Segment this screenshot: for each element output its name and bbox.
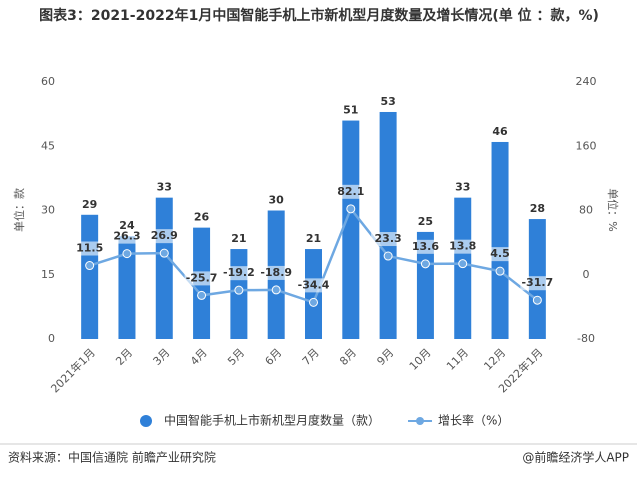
x-tick-label: 11月 xyxy=(444,346,471,373)
line-value-label: 23.3 xyxy=(375,232,402,245)
bar xyxy=(305,249,322,339)
label-bg xyxy=(483,247,518,262)
bar xyxy=(454,197,472,339)
line-point xyxy=(159,248,169,258)
label-bg xyxy=(72,241,107,256)
legend-marker xyxy=(416,417,425,425)
x-tick-label: 5月 xyxy=(225,346,247,368)
bar-value-label: 30 xyxy=(269,194,285,207)
source: 资料来源：中国信通院 前瞻产业研究院 xyxy=(8,450,216,465)
label-bg xyxy=(259,265,294,280)
line-value-label: 26.3 xyxy=(113,230,140,243)
bar xyxy=(491,141,509,339)
line-value-label: -18.9 xyxy=(260,266,292,279)
y2-axis-label: 单位：% xyxy=(606,188,620,231)
y2-tick-label: 0 xyxy=(583,268,590,281)
line-point xyxy=(122,249,132,259)
line-point xyxy=(532,295,542,305)
line-value-label: -31.7 xyxy=(521,276,553,289)
line-value-label: 82.1 xyxy=(337,185,364,198)
label-bg xyxy=(109,229,144,244)
y2-tick-label: 80 xyxy=(579,204,593,217)
bar-value-label: 33 xyxy=(455,181,470,194)
label-bg xyxy=(408,239,443,254)
line-point xyxy=(458,259,468,269)
y2-tick-label: 160 xyxy=(576,139,597,152)
line-value-label: 11.5 xyxy=(76,242,103,255)
label-bg xyxy=(296,278,331,293)
x-tick-label: 10月 xyxy=(407,346,434,373)
bar xyxy=(416,231,434,339)
line-point xyxy=(271,285,281,295)
bar-value-label: 21 xyxy=(231,232,246,245)
line-point xyxy=(420,259,430,269)
x-tick-label: 2021年1月 xyxy=(48,345,98,395)
bar xyxy=(155,197,173,339)
bar-value-label: 25 xyxy=(418,215,433,228)
bar-value-label: 29 xyxy=(82,198,97,211)
x-tick-label: 6月 xyxy=(263,346,285,368)
bar-value-label: 24 xyxy=(119,219,135,232)
credit: @前瞻经济学人APP xyxy=(522,450,629,465)
y2-tick-label: 240 xyxy=(576,75,597,88)
bar xyxy=(379,111,397,339)
bar-value-label: 26 xyxy=(194,211,210,224)
x-tick-label: 2月 xyxy=(113,346,135,368)
label-bg xyxy=(445,239,480,254)
bar-value-label: 53 xyxy=(380,95,395,108)
line-value-label: -34.4 xyxy=(298,278,330,291)
line-point xyxy=(234,285,244,295)
line-point xyxy=(346,204,356,214)
line-point xyxy=(383,251,393,261)
x-tick-label: 12月 xyxy=(481,346,508,373)
bar xyxy=(342,120,360,339)
y-tick-label: 60 xyxy=(41,75,55,88)
y2-tick-label: -80 xyxy=(577,332,595,345)
line-point xyxy=(197,290,207,300)
y-tick-label: 30 xyxy=(41,204,55,217)
bar-value-label: 21 xyxy=(306,232,321,245)
label-bg xyxy=(333,184,368,199)
line-value-label: -25.7 xyxy=(186,271,218,284)
x-tick-label: 3月 xyxy=(151,346,173,368)
bar-value-label: 33 xyxy=(157,181,172,194)
label-bg xyxy=(147,229,182,244)
chart-title: 图表3：2021-2022年1月中国智能手机上市新机型月度数量及增长情况(单 位… xyxy=(39,8,599,24)
line-point xyxy=(495,266,505,276)
y-tick-label: 0 xyxy=(48,332,55,345)
x-tick-label: 8月 xyxy=(337,346,359,368)
line-point xyxy=(85,261,95,271)
x-tick-label: 4月 xyxy=(188,346,210,368)
line-point xyxy=(309,297,318,307)
label-bg xyxy=(371,232,406,247)
bar-value-label: 28 xyxy=(530,202,545,215)
legend-label: 增长率（%） xyxy=(438,413,509,428)
bar-value-label: 51 xyxy=(343,104,358,117)
label-bg xyxy=(520,276,555,291)
bar xyxy=(118,236,136,339)
line-value-label: -19.2 xyxy=(223,266,255,279)
line-value-label: 4.5 xyxy=(490,247,510,260)
label-bg xyxy=(221,266,256,281)
legend-label: 中国智能手机上市新机型月度数量（款） xyxy=(164,413,380,428)
y-tick-label: 45 xyxy=(41,139,55,152)
line-value-label: 26.9 xyxy=(151,229,178,242)
y-tick-label: 15 xyxy=(41,268,55,281)
legend-marker xyxy=(140,415,152,427)
label-bg xyxy=(184,271,219,286)
x-tick-label: 7月 xyxy=(300,346,322,368)
y-axis-label: 单位：款 xyxy=(12,188,26,232)
bar xyxy=(81,214,99,339)
line-value-label: 13.8 xyxy=(449,240,476,253)
x-tick-label: 9月 xyxy=(374,346,396,368)
bar-value-label: 46 xyxy=(492,125,508,138)
line-value-label: 13.6 xyxy=(412,240,439,253)
